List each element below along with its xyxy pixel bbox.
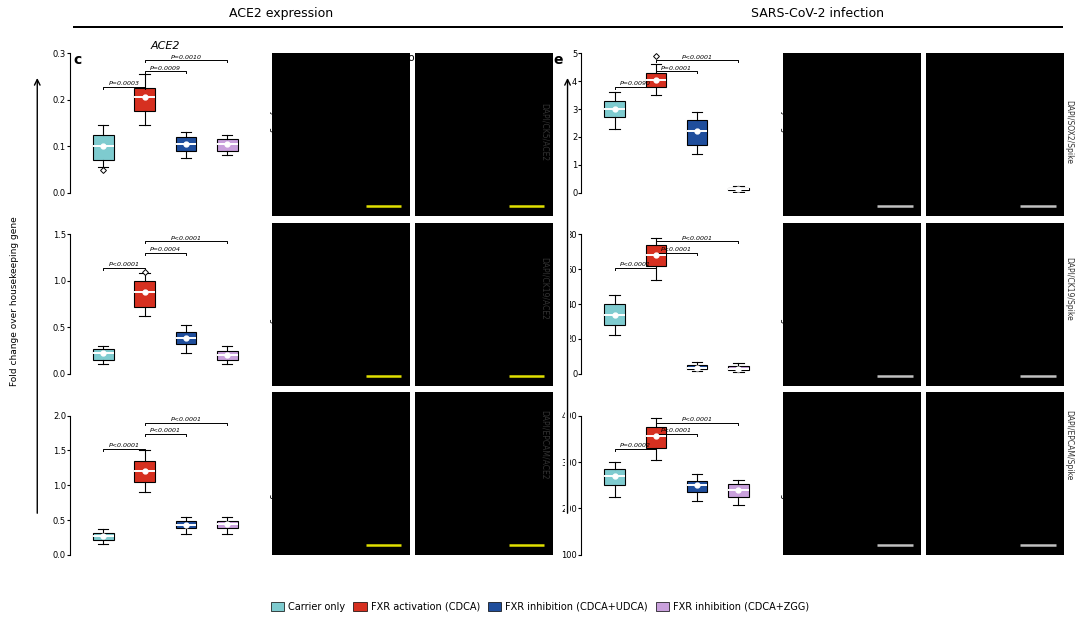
PathPatch shape (687, 120, 707, 145)
Text: DAPI/CK19/ACE2: DAPI/CK19/ACE2 (540, 257, 549, 320)
PathPatch shape (217, 521, 238, 529)
PathPatch shape (93, 532, 113, 540)
Text: P<0.0001: P<0.0001 (108, 443, 139, 448)
PathPatch shape (728, 484, 748, 497)
Text: P=0.0002: P=0.0002 (620, 443, 650, 448)
Y-axis label: Airway organoids: Airway organoids (269, 87, 278, 159)
Text: P<0.0001: P<0.0001 (150, 428, 180, 433)
Text: P=0.0090: P=0.0090 (620, 81, 650, 86)
PathPatch shape (728, 366, 748, 371)
Text: P=0.0001: P=0.0001 (661, 66, 692, 71)
Text: Fold change over housekeeping gene: Fold change over housekeeping gene (10, 216, 18, 386)
PathPatch shape (687, 480, 707, 492)
PathPatch shape (604, 469, 625, 485)
Text: Normalised viral RNA: Normalised viral RNA (544, 253, 553, 349)
Text: DAPI/CK5/ACE2: DAPI/CK5/ACE2 (540, 103, 549, 161)
Text: P<0.0001: P<0.0001 (681, 236, 713, 241)
Text: SARS-CoV-2 infection: SARS-CoV-2 infection (751, 7, 885, 20)
PathPatch shape (176, 137, 197, 151)
PathPatch shape (646, 245, 666, 266)
PathPatch shape (604, 101, 625, 117)
Text: DAPI/EPCAM/ACE2: DAPI/EPCAM/ACE2 (540, 411, 549, 480)
Y-axis label: Gallbladder organoids: Gallbladder organoids (269, 258, 278, 350)
PathPatch shape (604, 304, 625, 325)
Y-axis label: Airway organoids: Airway organoids (780, 87, 788, 159)
Text: P<0.0001: P<0.0001 (620, 262, 650, 267)
Text: e: e (553, 53, 563, 67)
Text: P=0.0003: P=0.0003 (108, 81, 139, 86)
Y-axis label: Intestinal organoids: Intestinal organoids (780, 443, 788, 527)
Y-axis label: Gallbladder organoids: Gallbladder organoids (780, 258, 788, 350)
Text: P<0.0001: P<0.0001 (661, 247, 692, 252)
Text: c: c (73, 53, 82, 67)
Title: ACE2: ACE2 (150, 41, 180, 51)
PathPatch shape (217, 350, 238, 360)
PathPatch shape (217, 139, 238, 151)
PathPatch shape (134, 88, 154, 112)
PathPatch shape (687, 365, 707, 369)
Text: FXR inhibition: FXR inhibition (941, 53, 1014, 63)
Text: f: f (784, 53, 791, 67)
PathPatch shape (176, 332, 197, 344)
PathPatch shape (134, 461, 154, 482)
Text: FXR inhibition: FXR inhibition (455, 53, 528, 63)
PathPatch shape (176, 522, 197, 529)
Text: DAPI/SOX2/Spike: DAPI/SOX2/Spike (1064, 100, 1072, 164)
Legend: Carrier only, FXR activation (CDCA), FXR inhibition (CDCA+UDCA), FXR inhibition : Carrier only, FXR activation (CDCA), FXR… (267, 598, 813, 616)
PathPatch shape (134, 281, 154, 307)
Text: P<0.0001: P<0.0001 (171, 417, 201, 422)
Text: P<0.0001: P<0.0001 (661, 428, 692, 433)
Text: FXR activation: FXR activation (823, 53, 899, 63)
Text: DAPI/EPCAM/Spike: DAPI/EPCAM/Spike (1064, 410, 1072, 480)
PathPatch shape (93, 135, 113, 160)
Text: P<0.0001: P<0.0001 (171, 236, 201, 241)
Text: P<0.0001: P<0.0001 (681, 55, 713, 60)
Text: P=0.0010: P=0.0010 (171, 55, 201, 60)
Text: FXR activation: FXR activation (346, 53, 421, 63)
Text: P=0.0004: P=0.0004 (150, 247, 180, 252)
Text: P<0.0001: P<0.0001 (681, 417, 713, 422)
PathPatch shape (728, 187, 748, 191)
Text: DAPI/CK19/Spike: DAPI/CK19/Spike (1064, 256, 1072, 320)
PathPatch shape (646, 427, 666, 448)
Text: P<0.0001: P<0.0001 (108, 262, 139, 267)
PathPatch shape (93, 349, 113, 360)
Y-axis label: Intestinal organoids: Intestinal organoids (269, 443, 278, 527)
Text: ACE2 expression: ACE2 expression (229, 7, 333, 20)
Text: d: d (302, 53, 312, 67)
Text: P=0.0009: P=0.0009 (150, 66, 180, 71)
PathPatch shape (646, 73, 666, 87)
